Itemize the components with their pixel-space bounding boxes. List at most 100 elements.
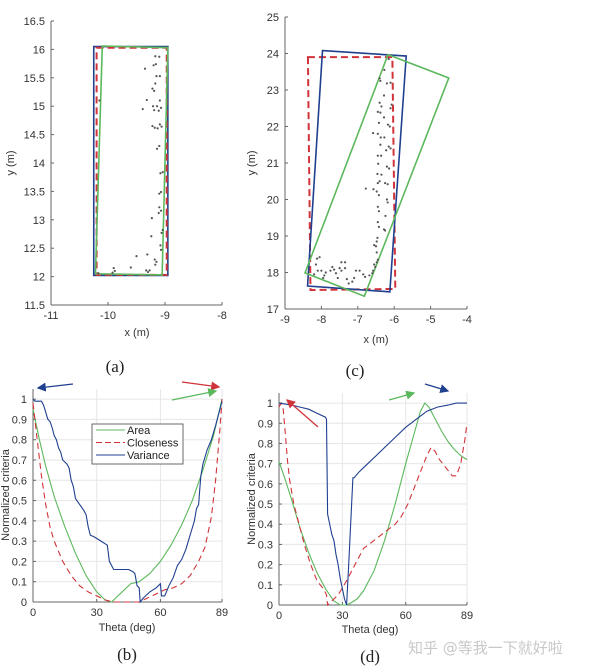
- y-axis-label: y (m): [5, 150, 17, 175]
- panel-caption: (c): [346, 361, 365, 380]
- bounding-box-area: [303, 53, 450, 298]
- data-point: [160, 231, 163, 234]
- y-tick-label: 0.7: [12, 455, 27, 467]
- y-tick-label: 14: [33, 158, 45, 170]
- y-tick-label: 0.7: [258, 459, 273, 471]
- data-point: [141, 107, 144, 111]
- data-point: [390, 103, 393, 106]
- data-point: [386, 123, 390, 126]
- bounding-box-area: [94, 45, 169, 276]
- data-point: [377, 194, 381, 197]
- data-point: [358, 269, 361, 272]
- bounding-box-variance: [306, 49, 408, 293]
- data-point: [376, 221, 379, 224]
- y-tick-label: 13.5: [24, 186, 45, 198]
- y-tick-label: 11.5: [24, 300, 45, 312]
- data-point: [151, 87, 154, 90]
- data-point: [148, 269, 151, 272]
- data-point: [383, 136, 386, 139]
- data-point: [345, 277, 348, 281]
- arrow-variance-b: [36, 382, 74, 392]
- y-tick-label: 0.4: [258, 519, 273, 531]
- data-point: [160, 125, 163, 128]
- data-point: [374, 265, 377, 269]
- data-point: [112, 266, 115, 270]
- data-point: [351, 280, 354, 283]
- data-point: [376, 236, 379, 239]
- data-point: [368, 274, 371, 277]
- y-tick-label: 12.5: [24, 243, 45, 255]
- y-tick-label: 0.5: [12, 496, 27, 508]
- arrow-variance-d: [424, 383, 450, 394]
- data-point: [378, 101, 381, 104]
- y-tick-label: 24: [267, 49, 279, 61]
- data-point: [377, 210, 381, 213]
- data-point: [158, 192, 161, 195]
- x-tick-label: -11: [43, 310, 58, 322]
- panel-caption: (b): [117, 645, 137, 664]
- x-tick-label: 30: [91, 607, 103, 619]
- data-point: [154, 82, 157, 85]
- series-line-closeness: [278, 401, 468, 607]
- data-point: [363, 275, 367, 278]
- data-point: [155, 147, 159, 150]
- data-point: [376, 154, 379, 157]
- data-point: [385, 82, 389, 85]
- data-point: [111, 271, 114, 274]
- data-point: [331, 265, 334, 269]
- data-point: [146, 270, 149, 274]
- x-tick-label: 0: [276, 610, 282, 622]
- x-axis-label: Theta (deg): [342, 624, 399, 636]
- data-point: [371, 272, 374, 275]
- y-axis-label: Normalized criteria: [246, 452, 258, 545]
- series-line-area: [32, 398, 223, 603]
- x-tick-label: -10: [100, 310, 116, 322]
- x-axis-label: Theta (deg): [99, 622, 156, 634]
- y-tick-label: 12: [33, 272, 45, 284]
- data-point: [376, 181, 379, 185]
- arrow-area-d: [388, 390, 416, 401]
- y-tick-label: 0.3: [12, 536, 27, 548]
- series-line-area: [278, 402, 468, 606]
- data-point: [158, 144, 161, 148]
- data-point: [388, 125, 391, 128]
- data-point: [377, 162, 380, 165]
- data-point: [152, 64, 155, 67]
- data-point: [387, 145, 390, 148]
- x-axis-label: x (m): [363, 334, 388, 346]
- data-point: [98, 99, 101, 102]
- data-point: [389, 147, 392, 150]
- data-point: [316, 269, 319, 272]
- y-tick-label: 0.8: [258, 438, 273, 450]
- data-point: [371, 131, 375, 135]
- y-tick-label: 0.8: [12, 435, 27, 447]
- y-tick-label: 23: [267, 85, 279, 97]
- series-line-variance: [32, 398, 223, 604]
- data-point: [353, 276, 356, 280]
- data-point: [333, 268, 336, 271]
- data-point: [315, 257, 319, 260]
- data-point: [150, 216, 153, 220]
- data-point: [379, 136, 382, 139]
- data-point: [336, 276, 339, 280]
- data-point: [151, 124, 154, 128]
- data-point: [377, 225, 381, 228]
- data-point: [157, 211, 160, 215]
- data-point: [155, 260, 158, 263]
- data-point: [159, 106, 163, 110]
- data-point: [153, 126, 156, 129]
- data-point: [376, 205, 379, 208]
- data-point: [155, 105, 159, 108]
- data-point: [159, 172, 162, 175]
- y-tick-label: 14.5: [24, 130, 45, 142]
- data-point: [158, 123, 161, 126]
- data-point: [158, 55, 161, 58]
- data-point: [383, 68, 386, 72]
- data-point: [146, 253, 149, 256]
- y-tick-label: 21: [267, 158, 279, 170]
- data-point: [379, 154, 383, 157]
- series-line-variance: [278, 402, 467, 606]
- y-tick-label: 15.5: [24, 73, 45, 85]
